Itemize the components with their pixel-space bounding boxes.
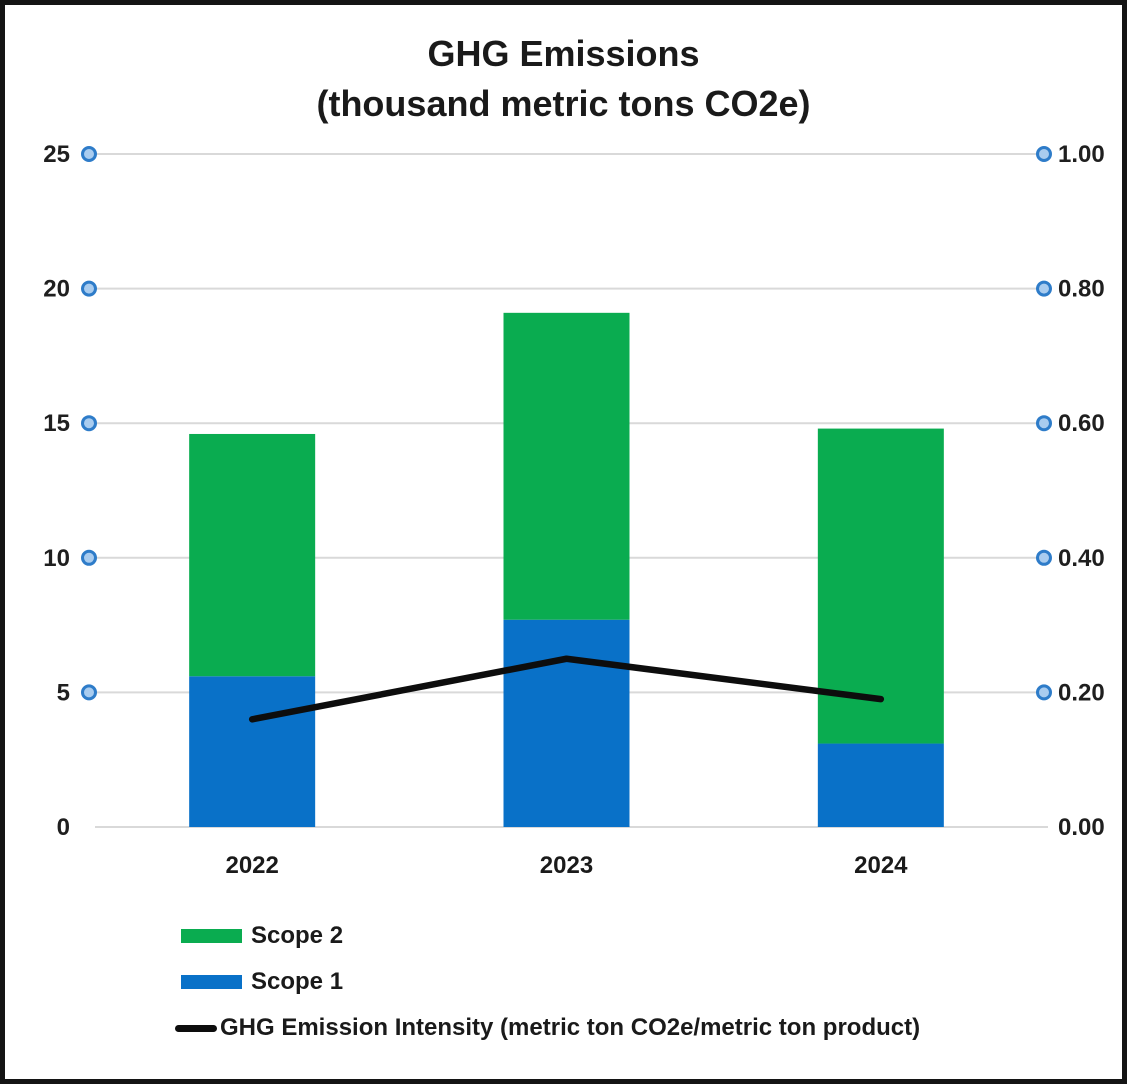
gridline-end-marker-icon xyxy=(1036,415,1052,432)
legend-item-intensity: GHG Emission Intensity (metric ton CO2e/… xyxy=(175,1013,920,1043)
gridline-end-marker-icon xyxy=(81,146,97,162)
bar-scope1-2024 xyxy=(817,743,944,827)
gridline-end-marker-icon xyxy=(1036,684,1052,701)
bar-scope1-2022 xyxy=(189,676,316,827)
scope1-swatch-icon xyxy=(181,975,242,989)
gridline-end-marker-icon xyxy=(81,280,97,297)
chart-title-line1: GHG Emissions xyxy=(427,33,700,74)
gridline-end-marker-icon xyxy=(1036,280,1052,297)
bar-scope1-2023 xyxy=(503,619,630,827)
legend-label-intensity: GHG Emission Intensity (metric ton CO2e/… xyxy=(220,1014,921,1041)
right-axis-tick: 0.00 xyxy=(1058,814,1105,841)
legend-item-scope2: Scope 2 xyxy=(181,921,920,951)
left-axis-tick: 20 xyxy=(43,276,70,303)
gridline-end-marker-icon xyxy=(81,415,97,432)
plot-area: 0 0.00 5 0.20 10 0.40 15 0.60 20 0.80 25 1.00 2022 20… xyxy=(43,141,1105,879)
legend-label-scope1: Scope 1 xyxy=(251,968,344,995)
gridline-end-marker-icon xyxy=(1036,146,1052,162)
intensity-line xyxy=(248,655,885,723)
legend-item-scope1: Scope 1 xyxy=(181,967,920,997)
left-axis-tick: 0 xyxy=(57,814,70,841)
gridline-end-marker-icon xyxy=(81,684,97,701)
right-axis-tick: 0.20 xyxy=(1058,679,1105,706)
x-axis-label-2024: 2024 xyxy=(854,852,908,879)
right-axis-tick: 0.80 xyxy=(1058,276,1105,303)
right-axis-tick: 1.00 xyxy=(1058,141,1105,168)
left-axis-tick: 10 xyxy=(43,545,70,572)
left-axis-tick: 5 xyxy=(57,679,70,706)
chart-title-line2: (thousand metric tons CO2e) xyxy=(316,83,811,124)
chart-title: GHG Emissions (thousand metric tons CO2e… xyxy=(5,29,1122,129)
right-axis-tick: 0.60 xyxy=(1058,410,1105,437)
bar-scope2-2022 xyxy=(189,433,316,677)
legend-label-scope2: Scope 2 xyxy=(251,922,344,949)
right-axis-tick: 0.40 xyxy=(1058,545,1105,572)
x-axis-label-2022: 2022 xyxy=(225,852,278,879)
x-axis-label-2023: 2023 xyxy=(540,852,593,879)
scope2-swatch-icon xyxy=(181,929,242,943)
intensity-line-swatch-icon xyxy=(175,1024,217,1032)
left-axis-tick: 15 xyxy=(43,410,70,437)
gridline-end-marker-icon xyxy=(81,549,97,566)
bar-scope2-2023 xyxy=(503,312,630,620)
gridline-end-marker-icon xyxy=(1036,549,1052,566)
left-axis-tick: 25 xyxy=(43,141,70,168)
legend: Scope 2 Scope 1 GHG Emission Intensity (… xyxy=(175,921,920,1059)
